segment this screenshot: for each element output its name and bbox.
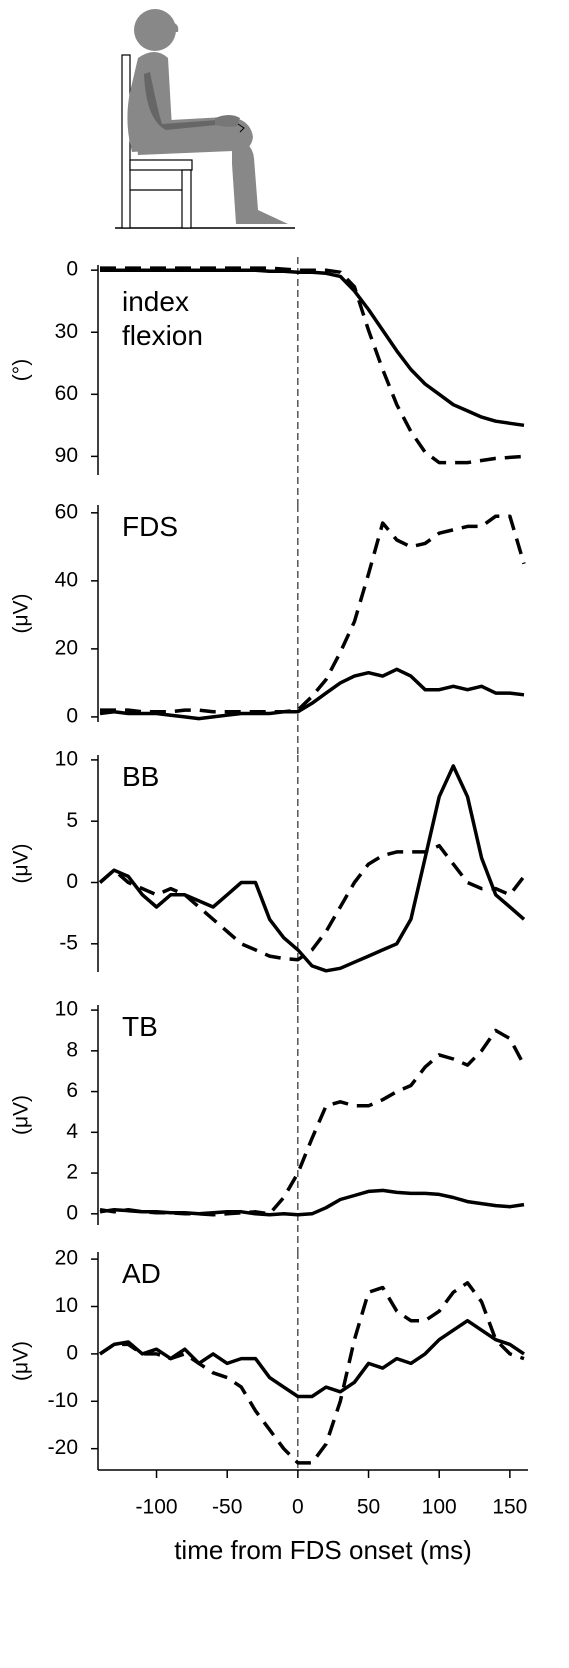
y-tick-label: 6 (66, 1079, 78, 1102)
y-tick-label: 0 (66, 870, 78, 893)
panel-label: AD (122, 1258, 161, 1289)
y-tick-label: -10 (48, 1389, 78, 1412)
y-tick-label: 20 (55, 1247, 78, 1270)
data-line (99, 1281, 525, 1465)
data-line (99, 667, 525, 721)
y-tick-label: 10 (55, 998, 78, 1021)
y-tick-label: -5 (59, 931, 78, 954)
x-axis-label: time from FDS onset (ms) (174, 1535, 472, 1565)
x-tick-label: 100 (422, 1496, 457, 1519)
data-line (99, 1318, 525, 1399)
y-axis-label: (μV) (10, 1341, 33, 1381)
data-line (100, 268, 525, 428)
panel-label: TB (122, 1011, 158, 1042)
y-tick-label: 8 (66, 1038, 78, 1061)
y-tick-label: 90 (55, 444, 78, 467)
x-tick-label: 150 (492, 1496, 527, 1519)
y-tick-label: 0 (66, 1341, 78, 1364)
data-line (100, 514, 526, 714)
y-tick-label: 10 (55, 1294, 78, 1317)
y-axis-label: (°) (10, 359, 33, 381)
y-tick-label: 0 (66, 704, 78, 727)
illustration (115, 9, 295, 229)
panel-label: index flexion (122, 286, 203, 351)
data-line (98, 764, 526, 973)
y-axis-label: (μV) (10, 843, 33, 883)
panel-label: FDS (122, 511, 178, 542)
y-tick-label: 4 (66, 1120, 78, 1143)
y-tick-label: 5 (66, 809, 78, 832)
y-tick-label: 10 (55, 747, 78, 770)
y-tick-label: 60 (55, 500, 78, 523)
y-axis-label: (μV) (10, 593, 33, 633)
y-axis-label: (μV) (10, 1095, 33, 1135)
y-tick-label: 30 (55, 320, 78, 343)
y-tick-label: 0 (66, 1201, 78, 1224)
data-line (99, 1188, 525, 1217)
panel-label: BB (122, 761, 160, 792)
x-tick-label: -50 (212, 1496, 242, 1519)
data-line (100, 266, 525, 465)
y-tick-label: 20 (55, 636, 78, 659)
x-tick-label: 50 (357, 1496, 380, 1519)
data-line (98, 843, 526, 962)
x-tick-label: 0 (292, 1496, 304, 1519)
y-tick-label: 40 (55, 568, 78, 591)
y-tick-label: 60 (55, 382, 78, 405)
y-tick-label: 0 (66, 258, 78, 281)
data-line (99, 1028, 526, 1217)
y-tick-label: -20 (48, 1436, 78, 1459)
x-tick-label: -100 (136, 1496, 178, 1519)
y-tick-label: 2 (66, 1161, 78, 1184)
